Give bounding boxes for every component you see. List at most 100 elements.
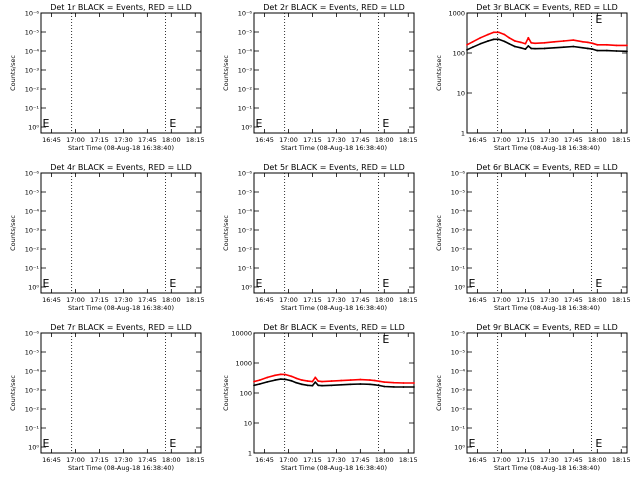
lld-series-point <box>317 380 320 382</box>
y-tick-label: 10⁻¹ <box>238 265 253 273</box>
x-tick-label: 18:15 <box>399 456 418 464</box>
y-tick-label: 10⁻¹ <box>238 105 253 113</box>
y-tick-label: 10⁻⁴ <box>451 368 466 376</box>
y-tick-label: 10⁻⁴ <box>238 208 253 216</box>
panel-title: Det 2r BLACK = Events, RED = LLD <box>263 3 405 12</box>
x-tick-label: 18:00 <box>588 456 607 464</box>
events-series-point <box>591 48 594 51</box>
y-tick-label: 10⁻² <box>25 86 40 94</box>
chart-panel-8: Det 8r BLACK = Events, RED = LLD 16:45 17:… <box>222 323 418 472</box>
event-marker-e: E <box>382 117 389 130</box>
events-series-point <box>383 385 386 388</box>
y-tick-label: 10⁻⁶ <box>451 170 466 178</box>
lld-series-point <box>284 373 287 376</box>
x-tick-label: 17:45 <box>138 136 157 144</box>
lld-series-point <box>572 39 575 42</box>
x-tick-label: 16:45 <box>42 296 61 304</box>
lld-series-point <box>340 379 343 382</box>
event-marker-e: E <box>468 437 475 450</box>
events-series-point <box>503 40 506 43</box>
panel-title: Det 9r BLACK = Events, RED = LLD <box>476 323 618 332</box>
chart-panel-2: Det 2r BLACK = Events, RED = LLD 16:45 17:… <box>222 3 418 152</box>
lld-series-point <box>274 374 276 377</box>
y-tick-label: 10⁻² <box>25 406 40 414</box>
events-series-point <box>253 384 255 387</box>
events-series-point <box>359 383 362 385</box>
x-tick-label: 18:15 <box>399 296 418 304</box>
panel-title: Det 1r BLACK = Events, RED = LLD <box>50 3 192 12</box>
y-tick-label: 100 <box>240 390 252 398</box>
event-marker-e: E <box>169 277 176 290</box>
lld-series-point <box>321 380 323 383</box>
y-tick-label: 10⁻⁵ <box>451 349 466 357</box>
lld-series-point <box>306 380 309 382</box>
x-tick-label: 17:15 <box>90 136 109 144</box>
events-series-point <box>266 380 269 383</box>
y-tick-label: 10⁻³ <box>451 387 466 395</box>
events-series-point <box>530 47 533 50</box>
chart-panel-9: Det 9r BLACK = Events, RED = LLD 16:45 17:… <box>435 323 631 472</box>
lld-series-point <box>562 40 565 42</box>
x-tick-label: 18:15 <box>612 456 631 464</box>
x-tick-label: 17:15 <box>303 456 322 464</box>
events-series-point <box>479 42 482 45</box>
y-tick-label: 10⁻² <box>451 406 466 414</box>
y-tick-label: 10⁻⁴ <box>25 208 40 216</box>
lld-series-point <box>582 40 584 43</box>
lld-series-point <box>373 379 376 382</box>
lld-series-point <box>314 376 317 379</box>
chart-panel-6: Det 6r BLACK = Events, RED = LLD 16:45 17:… <box>435 163 631 312</box>
y-tick-label: 10 <box>457 90 465 98</box>
y-tick-label: 10⁻⁵ <box>25 29 40 37</box>
events-series-point <box>274 379 276 381</box>
events-series-point <box>543 47 546 50</box>
x-tick-label: 17:45 <box>564 136 583 144</box>
plot-frame <box>40 332 202 454</box>
lld-series-point <box>290 375 293 378</box>
x-tick-label: 17:45 <box>564 456 583 464</box>
x-tick-label: 17:30 <box>540 296 559 304</box>
events-series-point <box>314 381 317 384</box>
lld-series-line <box>253 373 414 384</box>
x-tick-label: 17:45 <box>351 136 370 144</box>
events-series-point <box>321 384 323 387</box>
y-tick-label: 10⁰ <box>28 284 39 292</box>
x-tick-label: 17:15 <box>516 136 535 144</box>
x-tick-label: 18:00 <box>162 456 181 464</box>
x-tick-label: 16:45 <box>468 136 487 144</box>
lld-series-point <box>591 42 594 45</box>
plot-frame <box>40 12 202 134</box>
event-marker-e: E <box>42 117 49 130</box>
y-tick-label: 10⁻⁴ <box>25 368 40 376</box>
y-tick-label: 10⁰ <box>241 284 252 292</box>
y-tick-label: 10⁻² <box>451 246 466 254</box>
x-axis-title: Start Time (08-Aug-18 16:38:40) <box>494 144 600 152</box>
x-tick-label: 17:30 <box>114 296 133 304</box>
y-tick-label: 10⁻⁶ <box>451 330 466 338</box>
lld-series-point <box>586 41 589 44</box>
panel-title: Det 7r BLACK = Events, RED = LLD <box>50 323 192 332</box>
y-tick-label: 10⁻⁵ <box>238 189 253 197</box>
lld-series-point <box>413 382 415 384</box>
x-tick-label: 17:15 <box>303 136 322 144</box>
lld-series-point <box>503 33 506 36</box>
y-tick-label: 1 <box>461 130 465 138</box>
lld-series-point <box>279 373 282 376</box>
y-tick-label: 10⁻¹ <box>451 265 466 273</box>
x-tick-label: 17:00 <box>492 136 511 144</box>
lld-series-point <box>497 31 500 34</box>
plot-frame <box>40 172 202 294</box>
x-tick-label: 17:30 <box>540 136 559 144</box>
y-axis-title: Counts/sec <box>222 215 230 251</box>
x-axis-title: Start Time (08-Aug-18 16:38:40) <box>68 464 174 472</box>
y-tick-label: 10⁻⁵ <box>25 189 40 197</box>
x-tick-label: 17:15 <box>516 456 535 464</box>
events-series-point <box>290 379 293 382</box>
x-tick-label: 17:30 <box>327 136 346 144</box>
x-tick-label: 16:45 <box>255 456 274 464</box>
y-tick-label: 10⁻² <box>25 246 40 254</box>
events-series-point <box>497 38 500 41</box>
events-series-point <box>519 46 522 49</box>
lld-series-point <box>392 381 395 384</box>
lld-series-point <box>295 377 298 380</box>
